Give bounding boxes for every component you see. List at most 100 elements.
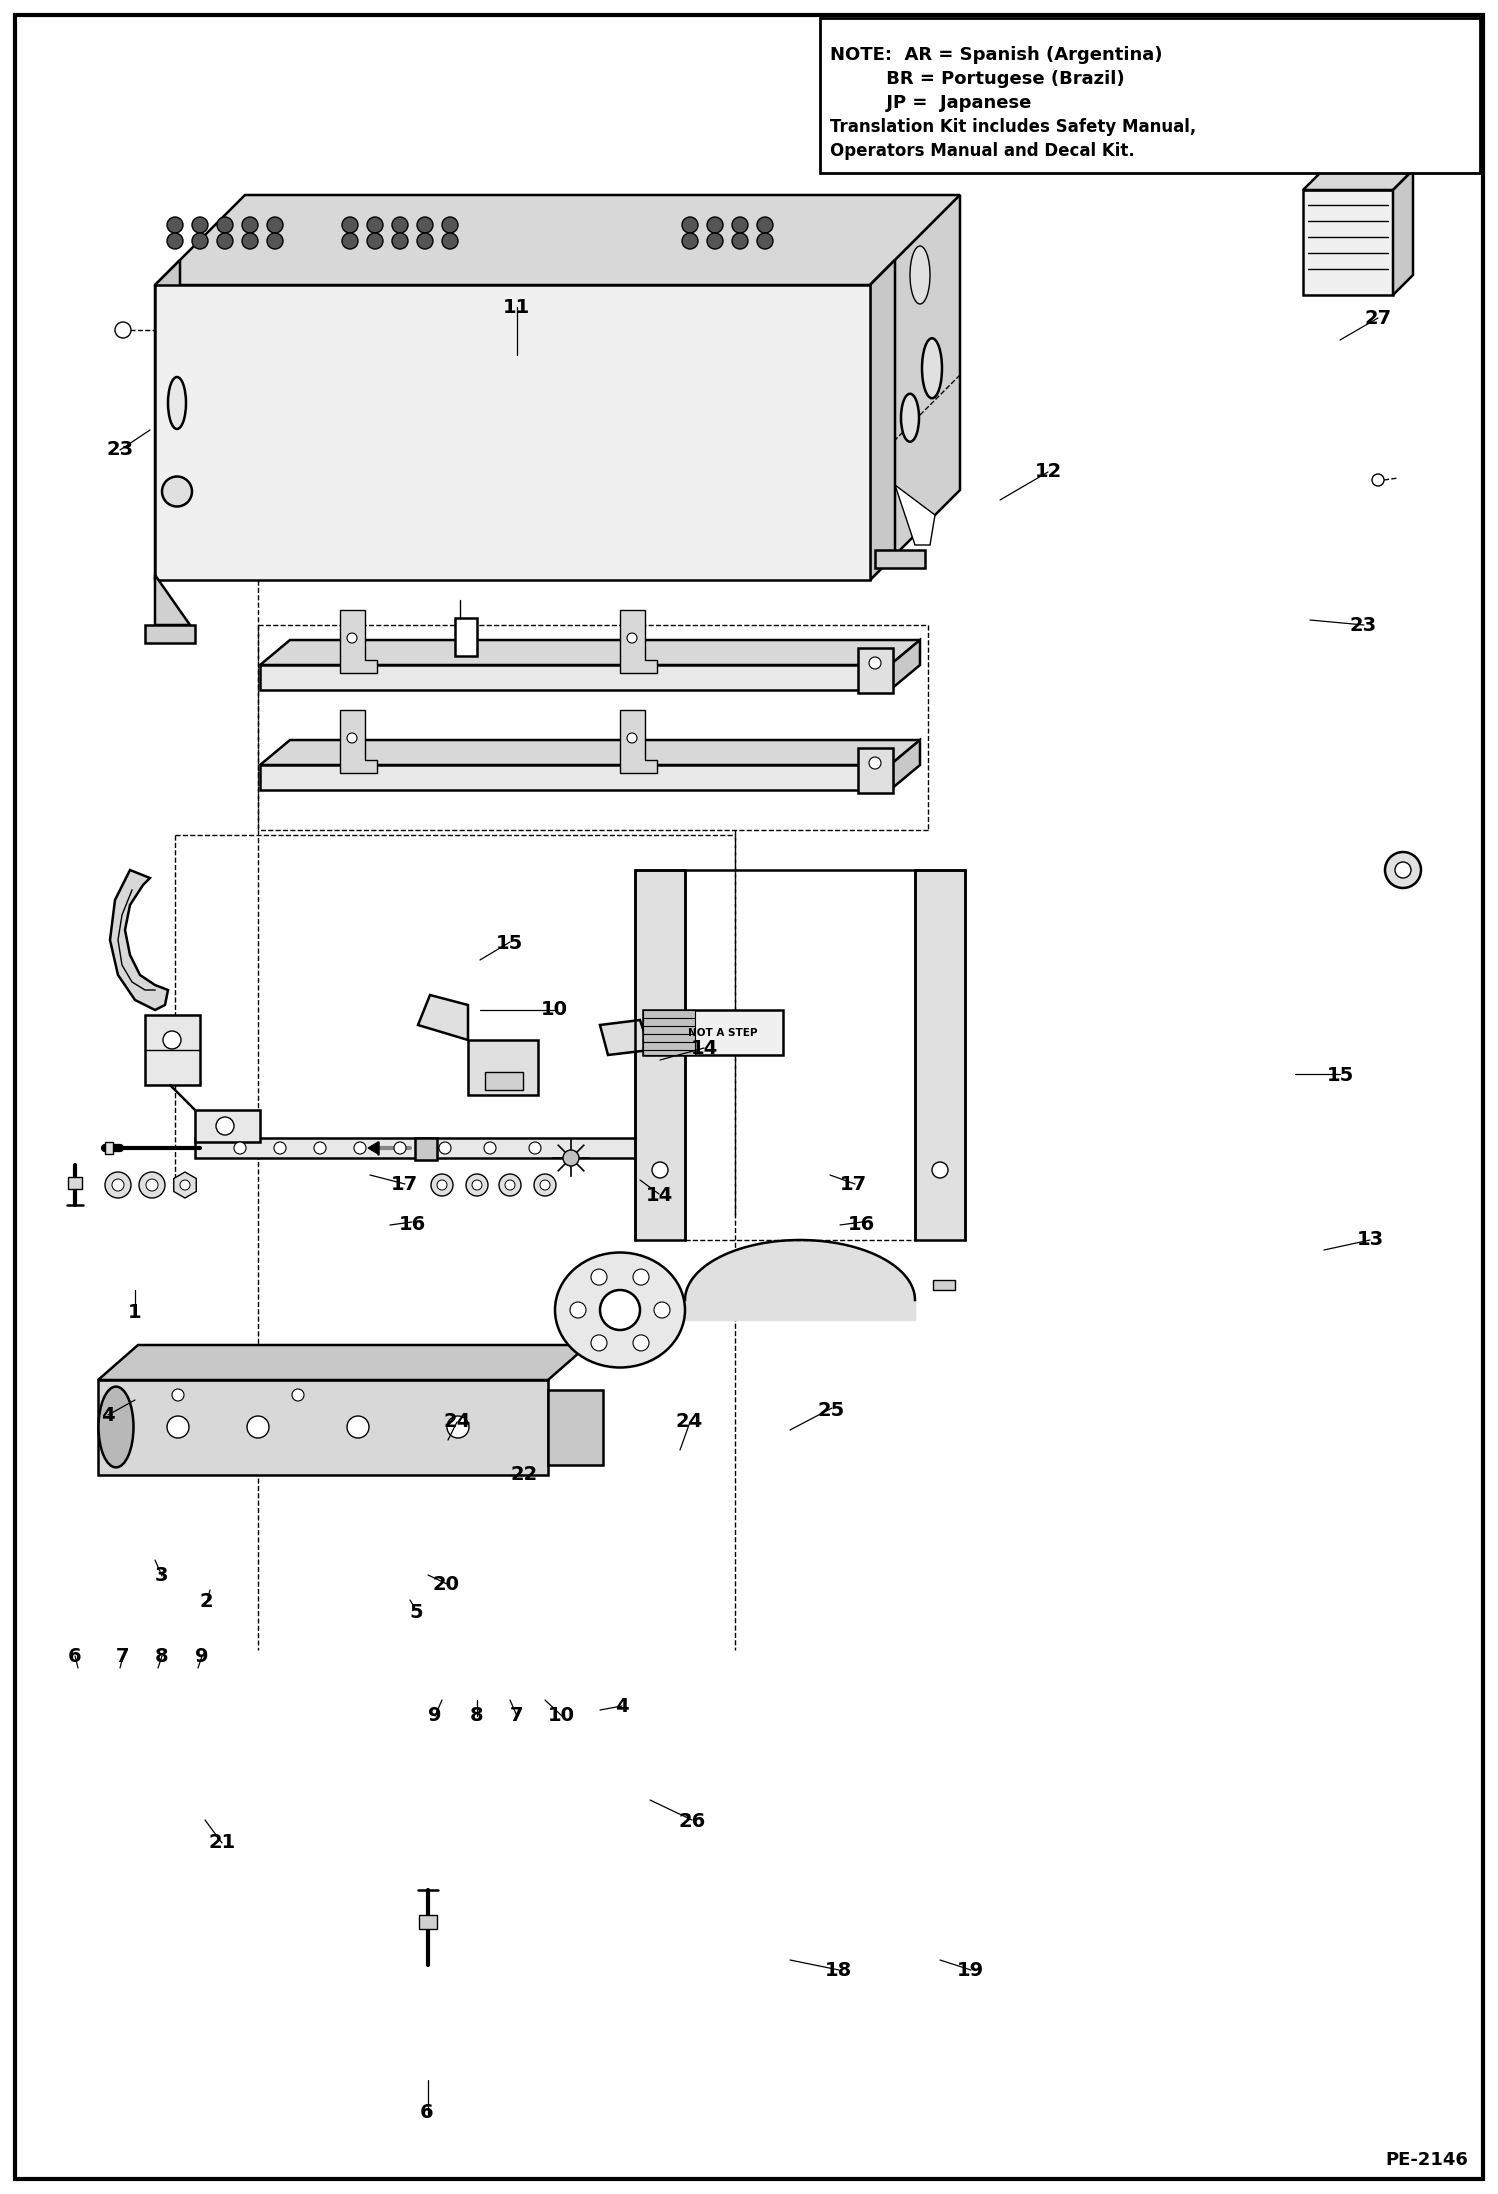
Circle shape (869, 757, 881, 770)
Circle shape (416, 217, 433, 233)
Text: 12: 12 (1035, 463, 1062, 480)
Text: 15: 15 (1327, 1066, 1354, 1084)
Circle shape (267, 217, 283, 233)
Ellipse shape (168, 377, 186, 430)
Polygon shape (154, 261, 180, 579)
Text: 1: 1 (127, 1303, 142, 1321)
Bar (875, 551, 924, 568)
Circle shape (533, 1174, 556, 1196)
Text: 8: 8 (154, 1648, 169, 1665)
Bar (419, 1915, 437, 1929)
Bar (195, 1110, 261, 1143)
Circle shape (139, 1172, 165, 1198)
Ellipse shape (554, 1253, 685, 1367)
Polygon shape (890, 739, 920, 790)
Circle shape (105, 1172, 130, 1198)
Circle shape (601, 1290, 640, 1330)
Circle shape (392, 217, 407, 233)
Ellipse shape (909, 246, 930, 305)
Polygon shape (340, 610, 377, 674)
Text: 16: 16 (848, 1215, 875, 1233)
Bar (933, 1279, 956, 1290)
Text: Operators Manual and Decal Kit.: Operators Manual and Decal Kit. (830, 143, 1135, 160)
Circle shape (655, 1301, 670, 1319)
Polygon shape (97, 1380, 548, 1474)
Circle shape (267, 233, 283, 248)
Circle shape (416, 233, 433, 248)
Circle shape (571, 1301, 586, 1319)
Circle shape (505, 1180, 515, 1189)
Text: BR = Portugese (Brazil): BR = Portugese (Brazil) (830, 70, 1125, 88)
Circle shape (756, 233, 773, 248)
Polygon shape (261, 766, 890, 790)
Text: Translation Kit includes Safety Manual,: Translation Kit includes Safety Manual, (830, 118, 1197, 136)
Text: 21: 21 (208, 1834, 235, 1852)
Circle shape (392, 233, 407, 248)
Circle shape (163, 1031, 181, 1049)
Circle shape (234, 1143, 246, 1154)
Text: 24: 24 (676, 1413, 703, 1430)
Text: NOTE:  AR = Spanish (Argentina): NOTE: AR = Spanish (Argentina) (830, 46, 1162, 64)
Circle shape (592, 1334, 607, 1352)
Circle shape (682, 233, 698, 248)
Polygon shape (870, 261, 894, 579)
Circle shape (354, 1143, 366, 1154)
Circle shape (628, 733, 637, 744)
Circle shape (628, 634, 637, 643)
Polygon shape (548, 1391, 604, 1466)
Circle shape (145, 1178, 157, 1191)
Polygon shape (1393, 169, 1413, 294)
Bar (819, 18, 1480, 173)
Circle shape (367, 217, 383, 233)
Polygon shape (154, 575, 190, 625)
Text: 10: 10 (541, 1000, 568, 1018)
Polygon shape (261, 641, 920, 665)
Text: 6: 6 (419, 2104, 434, 2122)
Text: 23: 23 (1350, 617, 1377, 634)
Circle shape (192, 217, 208, 233)
Ellipse shape (99, 1387, 133, 1468)
Polygon shape (635, 871, 685, 1240)
Text: 25: 25 (818, 1402, 845, 1420)
Circle shape (733, 233, 748, 248)
Text: 4: 4 (614, 1698, 629, 1716)
Polygon shape (154, 285, 870, 579)
Bar (67, 1176, 82, 1189)
Polygon shape (340, 711, 377, 772)
Polygon shape (894, 485, 935, 544)
Circle shape (243, 233, 258, 248)
Bar (643, 1009, 783, 1055)
Polygon shape (890, 641, 920, 689)
Bar (415, 1139, 437, 1161)
Circle shape (180, 1180, 190, 1189)
Circle shape (634, 1334, 649, 1352)
Circle shape (274, 1143, 286, 1154)
Circle shape (682, 217, 698, 233)
Circle shape (292, 1389, 304, 1402)
Circle shape (439, 1143, 451, 1154)
Circle shape (348, 733, 357, 744)
Circle shape (247, 1415, 270, 1437)
Circle shape (243, 217, 258, 233)
Text: 7: 7 (115, 1648, 130, 1665)
Circle shape (166, 1415, 189, 1437)
Circle shape (367, 233, 383, 248)
Text: 17: 17 (391, 1176, 418, 1194)
Text: 22: 22 (511, 1466, 538, 1483)
Text: JP =  Japanese: JP = Japanese (830, 94, 1032, 112)
Text: 14: 14 (646, 1187, 673, 1205)
Text: 2: 2 (199, 1593, 214, 1610)
Text: 10: 10 (548, 1707, 575, 1724)
Text: 26: 26 (679, 1812, 706, 1830)
Circle shape (466, 1174, 488, 1196)
Circle shape (529, 1143, 541, 1154)
Polygon shape (109, 871, 168, 1009)
Text: 16: 16 (398, 1215, 425, 1233)
Text: NOT A STEP: NOT A STEP (688, 1029, 758, 1038)
Text: 24: 24 (443, 1413, 470, 1430)
Circle shape (217, 233, 234, 248)
Text: 18: 18 (825, 1961, 852, 1979)
Circle shape (634, 1268, 649, 1286)
Text: 5: 5 (409, 1604, 424, 1621)
Polygon shape (915, 871, 965, 1240)
